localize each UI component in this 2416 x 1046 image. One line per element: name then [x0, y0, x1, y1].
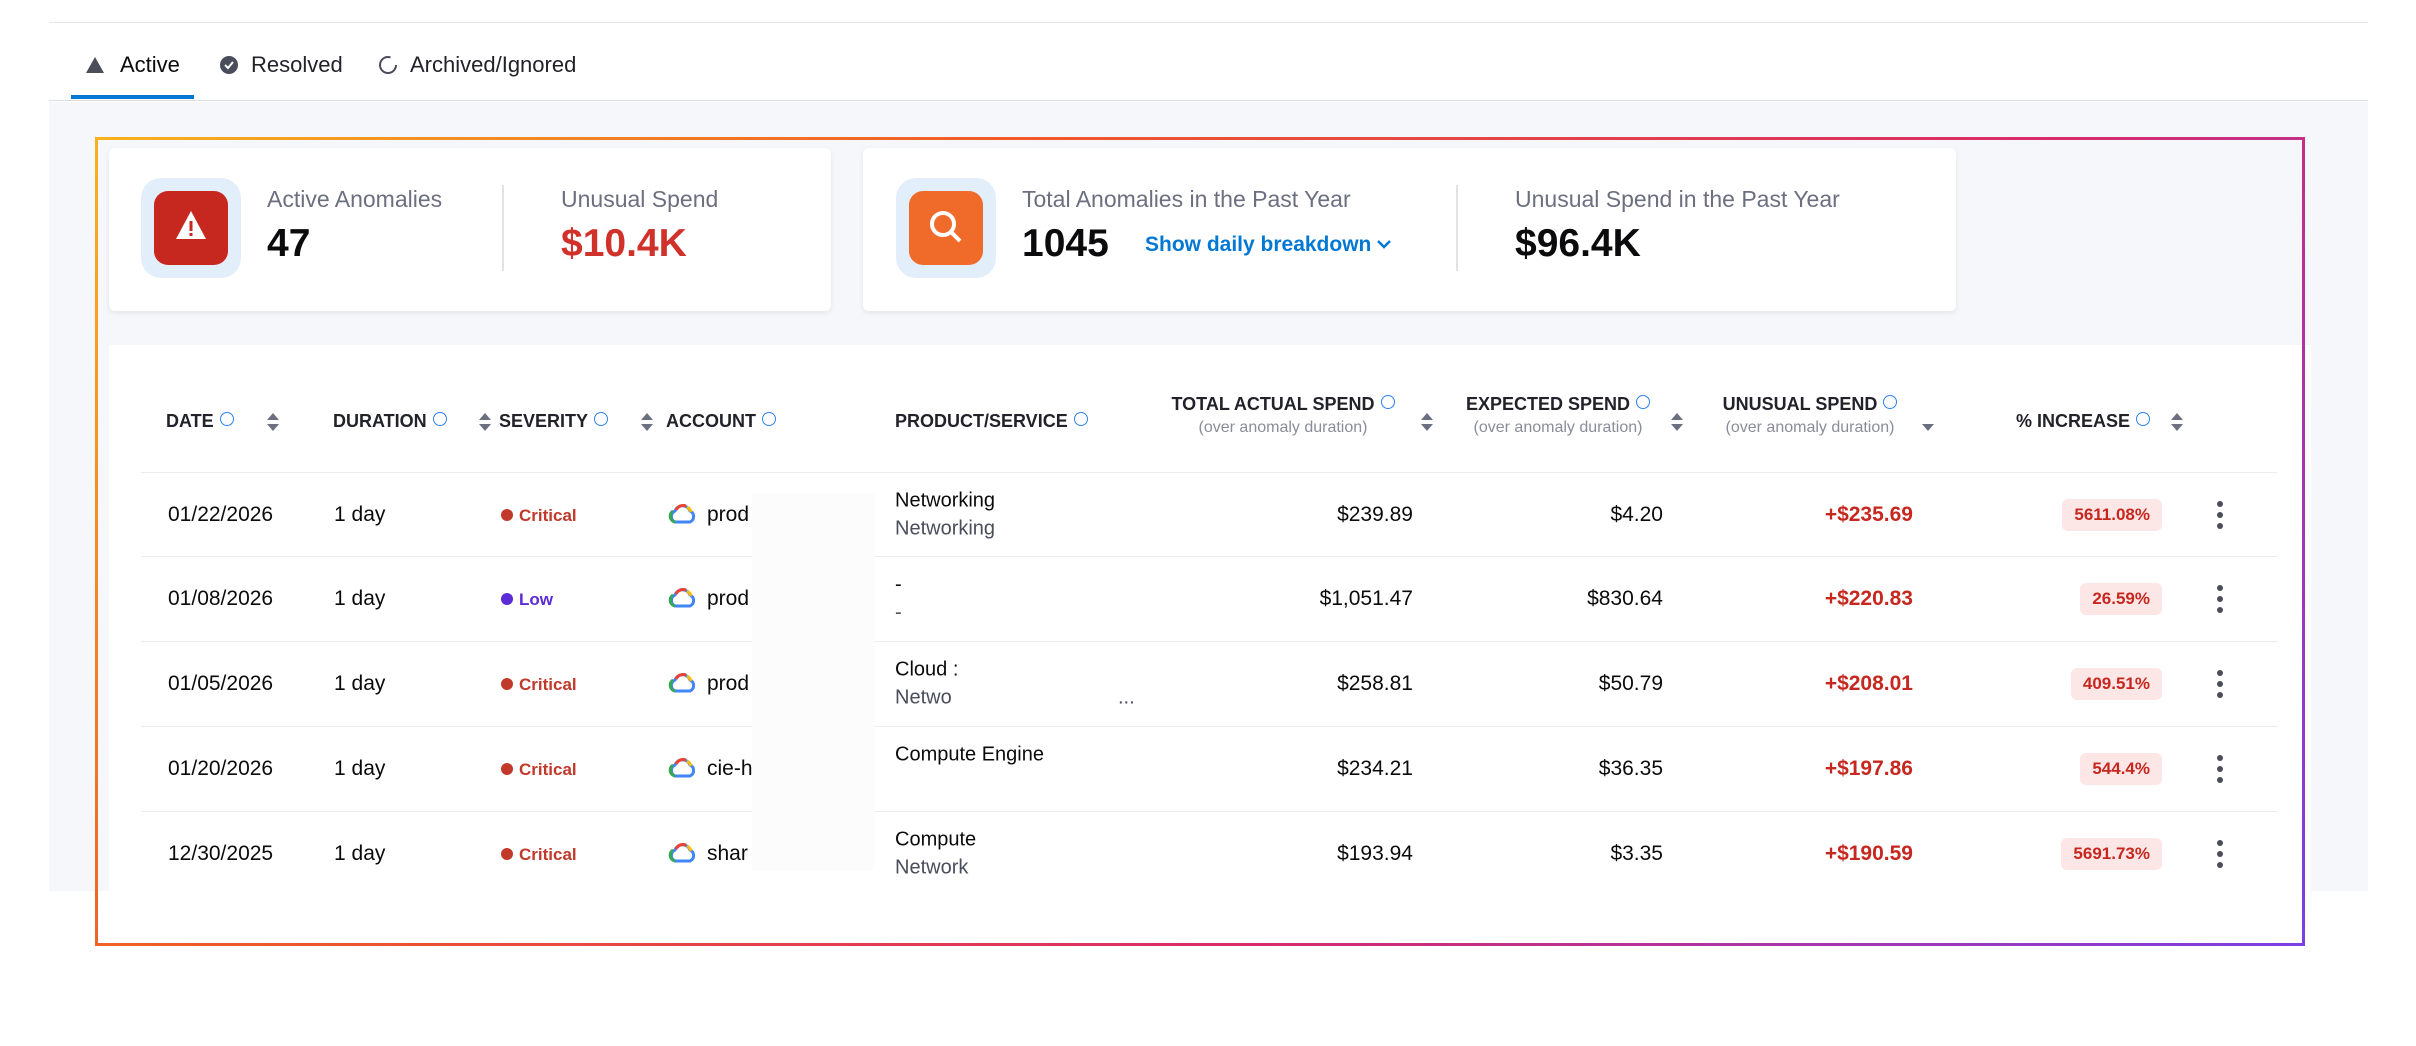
tab[interactable]: Active: [120, 52, 180, 77]
highlight-frame: [95, 137, 2305, 946]
top-rule: [49, 22, 2368, 23]
tab-icon: [220, 56, 238, 74]
tab-rule: [49, 100, 2368, 101]
tab-icon: [379, 56, 397, 74]
tab[interactable]: Resolved: [251, 52, 343, 77]
tab-icon: [86, 57, 104, 73]
tab-underline: [71, 95, 194, 99]
tab[interactable]: Archived/Ignored: [410, 52, 577, 77]
